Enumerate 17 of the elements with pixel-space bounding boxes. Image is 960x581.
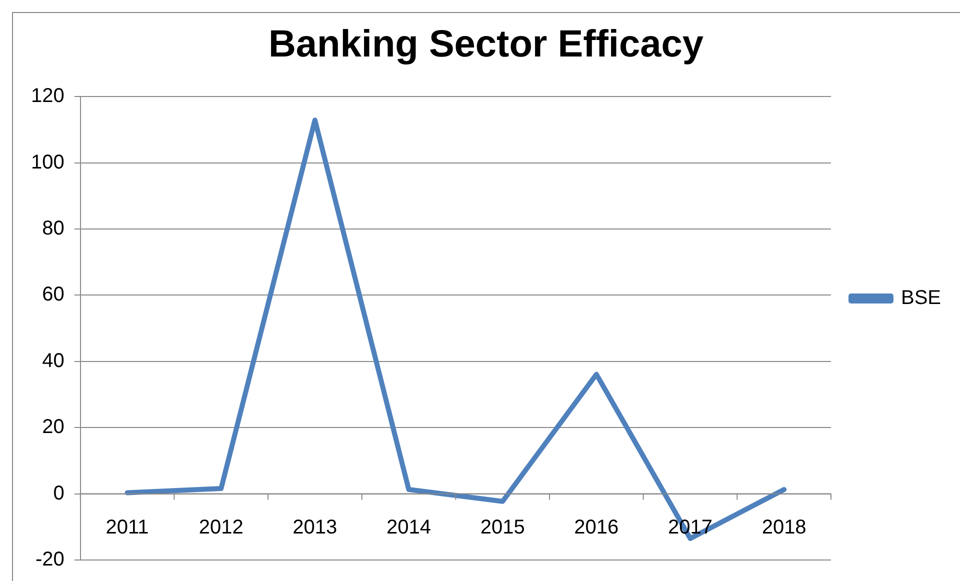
y-tick-label: 60 bbox=[42, 284, 64, 306]
y-tick-label: 40 bbox=[42, 350, 64, 372]
y-tick-label: 20 bbox=[42, 416, 64, 438]
y-tick-label: 120 bbox=[30, 85, 64, 108]
legend-label: BSE bbox=[900, 287, 942, 310]
x-tick-label: 2018 bbox=[762, 516, 806, 538]
x-tick-label: 2011 bbox=[106, 516, 149, 538]
x-tick-label: 2014 bbox=[386, 516, 432, 538]
x-tick-label: 2015 bbox=[480, 516, 525, 538]
chart-title: Banking Sector Efficacy bbox=[268, 23, 704, 66]
x-tick-label: 2012 bbox=[198, 516, 244, 538]
x-tick-label: 2016 bbox=[574, 516, 619, 538]
x-tick-label: 2013 bbox=[292, 516, 338, 538]
y-tick-label: 80 bbox=[42, 218, 64, 240]
y-tick-label: 100 bbox=[30, 151, 64, 174]
y-tick-label: 0 bbox=[53, 482, 64, 504]
y-tick-label: -20 bbox=[35, 548, 64, 571]
